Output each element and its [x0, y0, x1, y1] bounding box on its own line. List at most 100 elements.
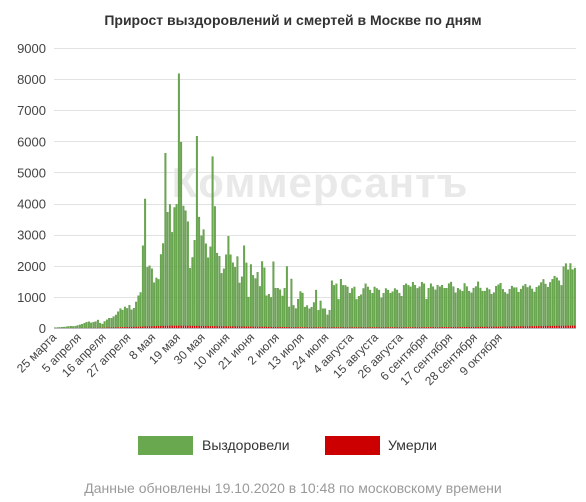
bar-died	[297, 327, 299, 328]
bar-recovered	[184, 210, 187, 326]
bar-recovered	[72, 326, 75, 329]
bar-died	[517, 326, 520, 328]
bar-died	[106, 327, 108, 329]
bar-recovered	[560, 285, 563, 326]
watermark: Коммерсантъ	[172, 159, 469, 206]
bar-recovered	[81, 324, 84, 329]
bar-died	[376, 327, 378, 328]
bar-recovered	[522, 285, 525, 327]
bar-died	[142, 326, 144, 328]
bar-recovered	[110, 318, 113, 328]
bar-recovered	[279, 289, 282, 328]
bar-recovered	[366, 286, 369, 328]
bar-recovered	[468, 291, 471, 328]
bar-died	[175, 325, 178, 328]
bar-recovered	[306, 305, 309, 328]
bar-recovered	[193, 240, 196, 327]
bar-died	[448, 327, 450, 328]
bar-died	[421, 327, 423, 328]
bar-died	[238, 326, 241, 328]
bar-recovered	[425, 299, 428, 328]
bar-recovered	[231, 262, 234, 327]
bar-died	[488, 326, 491, 328]
bar-recovered	[69, 325, 72, 329]
bar-died	[468, 327, 470, 328]
bar-died	[333, 327, 335, 328]
bar-recovered	[117, 311, 120, 328]
bar-recovered	[67, 326, 70, 329]
bar-recovered	[202, 229, 205, 327]
bar-died	[193, 325, 196, 328]
bar-died	[214, 326, 216, 328]
bar-died	[418, 327, 421, 328]
bar-recovered	[353, 286, 356, 328]
bar-recovered	[222, 268, 225, 327]
bar-recovered	[499, 282, 502, 327]
bar-died	[351, 327, 353, 328]
bar-recovered	[427, 288, 430, 328]
bar-recovered	[450, 281, 453, 328]
bar-died	[340, 327, 342, 328]
bar-recovered	[200, 235, 203, 327]
bar-died	[232, 326, 234, 328]
bar-died	[398, 327, 401, 328]
bar-recovered	[564, 263, 567, 326]
bar-recovered	[319, 300, 322, 328]
bar-recovered	[74, 325, 77, 329]
bar-died	[412, 327, 414, 328]
bar-recovered	[261, 261, 264, 327]
bar-recovered	[371, 293, 374, 328]
bar-recovered	[382, 293, 385, 328]
bar-recovered	[488, 289, 491, 327]
bar-died	[524, 326, 527, 328]
bar-recovered	[387, 289, 390, 328]
bar-recovered	[409, 286, 412, 328]
bar-died	[405, 327, 407, 328]
bar-died	[135, 326, 137, 328]
bar-recovered	[146, 267, 149, 327]
y-tick-label: 9000	[17, 41, 46, 56]
bar-died	[457, 327, 459, 328]
bar-recovered	[360, 294, 363, 328]
legend-item-recovered[interactable]: Выздоровели	[138, 436, 290, 455]
bar-died	[124, 327, 126, 328]
bar-died	[171, 325, 173, 328]
bar-recovered	[414, 285, 417, 328]
bar-recovered	[213, 206, 216, 327]
bar-recovered	[420, 281, 423, 328]
bar-recovered	[407, 285, 410, 328]
bar-died	[531, 326, 533, 328]
bar-died	[153, 326, 155, 328]
bar-died	[558, 325, 560, 328]
bar-recovered	[531, 288, 534, 327]
bar-recovered	[378, 289, 381, 328]
bar-recovered	[405, 283, 408, 328]
bar-recovered	[227, 236, 230, 327]
bar-recovered	[171, 232, 174, 326]
bar-died	[130, 326, 133, 328]
bar-died	[360, 327, 362, 328]
bar-recovered	[148, 265, 151, 327]
bar-died	[396, 327, 398, 328]
bar-died	[286, 327, 288, 328]
bar-died	[184, 325, 187, 328]
bar-died	[256, 326, 259, 328]
bar-recovered	[101, 323, 104, 328]
bar-died	[565, 325, 567, 328]
bar-died	[209, 326, 212, 328]
bar-recovered	[315, 289, 318, 328]
bar-died	[362, 327, 365, 328]
bar-died	[202, 326, 205, 328]
y-tick-label: 7000	[17, 103, 46, 118]
legend-item-died[interactable]: Умерли	[325, 436, 437, 455]
bar-recovered	[164, 153, 167, 327]
bar-recovered	[369, 289, 372, 328]
bar-died	[346, 327, 349, 328]
bar-died	[243, 326, 245, 328]
bar-died	[308, 327, 311, 328]
bar-died	[439, 327, 441, 328]
bar-recovered	[234, 267, 237, 327]
bar-died	[268, 326, 270, 328]
bar-died	[337, 327, 340, 328]
bar-recovered	[137, 295, 140, 327]
